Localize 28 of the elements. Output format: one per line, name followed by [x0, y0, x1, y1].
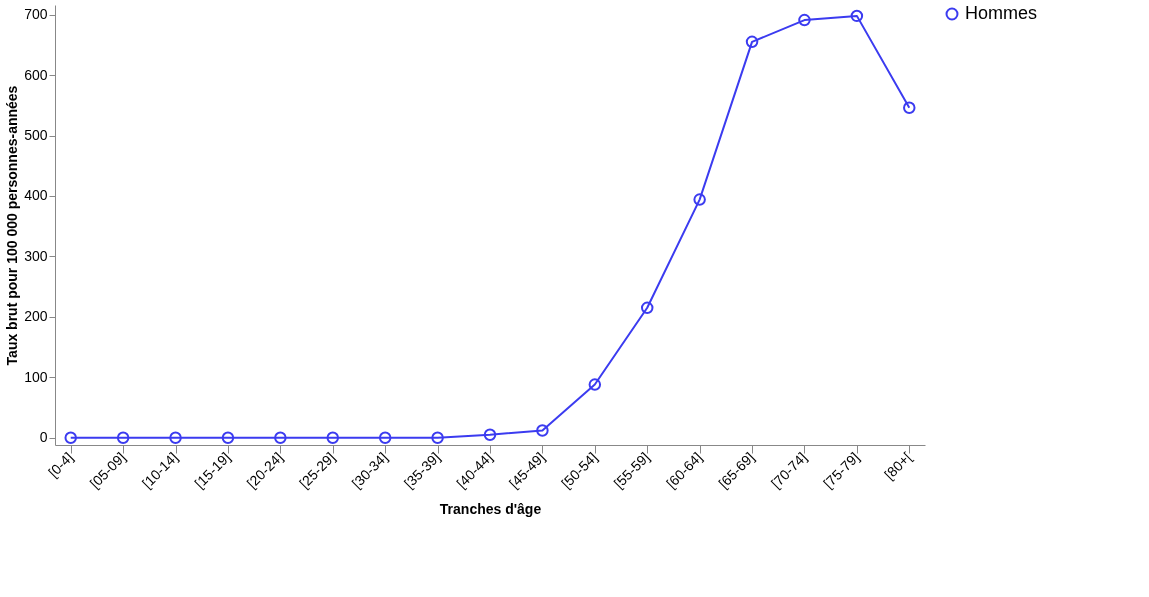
y-tick-label: 400 [24, 187, 48, 204]
point [798, 13, 811, 27]
legend-label: Hommes [965, 3, 1038, 23]
y-tick-label: 600 [24, 66, 48, 83]
point [483, 428, 497, 441]
y-tick-label: 700 [24, 6, 48, 23]
point [378, 431, 392, 444]
point [274, 431, 287, 444]
point [588, 378, 602, 391]
x-axis-title: Tranches d'âge [439, 501, 542, 518]
y-tick-label: 500 [24, 127, 48, 144]
point [903, 101, 916, 114]
point [640, 301, 654, 315]
point [169, 431, 182, 444]
point [326, 431, 340, 444]
point [745, 35, 759, 49]
point [116, 431, 130, 444]
y-tick-label: 100 [24, 368, 48, 385]
y-tick-label: 200 [24, 308, 48, 325]
y-axis-title: Taux brut pour 100 000 personnes-années [4, 85, 21, 366]
y-tick-label: 300 [24, 247, 48, 264]
y-tick-label: 0 [39, 429, 48, 446]
point [536, 424, 549, 437]
point [431, 431, 444, 444]
point [64, 431, 77, 444]
point [221, 431, 235, 444]
point [693, 193, 706, 206]
point [850, 9, 864, 23]
